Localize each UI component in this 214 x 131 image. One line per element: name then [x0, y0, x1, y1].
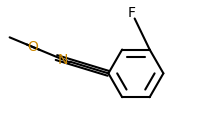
Text: F: F	[128, 6, 136, 20]
Text: N: N	[58, 53, 68, 67]
Text: O: O	[28, 40, 39, 54]
